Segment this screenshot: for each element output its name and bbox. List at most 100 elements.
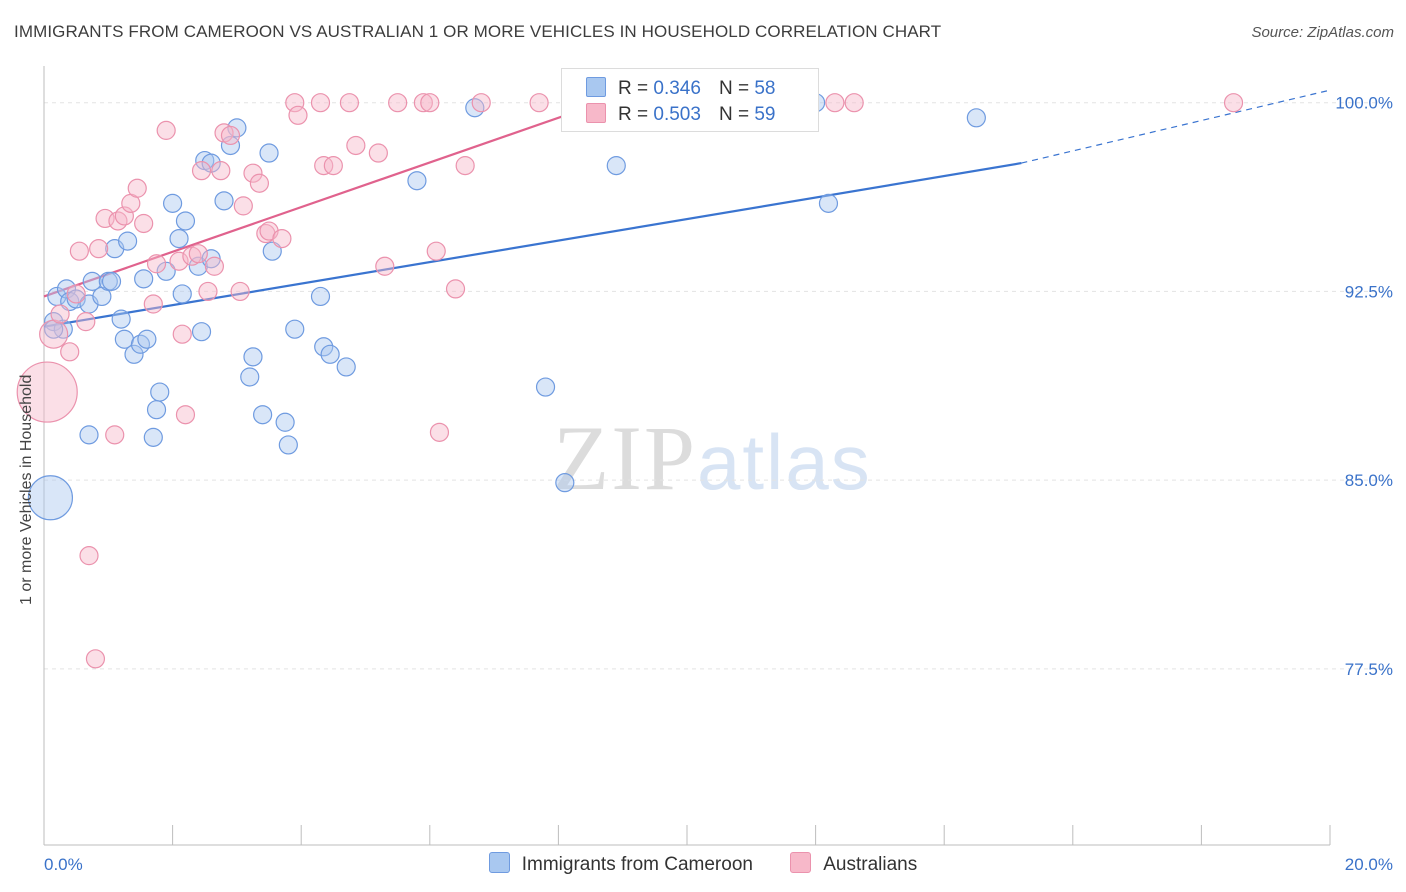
australians-point — [50, 304, 70, 324]
legend-item-australians[interactable]: Australians — [790, 852, 917, 876]
australians-point — [156, 120, 176, 140]
australians-point — [375, 256, 395, 276]
australians-point — [89, 239, 109, 259]
australians-point — [285, 93, 305, 113]
y-tick-label: 77.5% — [1345, 660, 1393, 679]
australians-point — [233, 196, 253, 216]
data-points — [16, 93, 1244, 669]
australians-point — [243, 163, 263, 183]
cameroon-point — [56, 279, 77, 299]
australians-point — [60, 342, 80, 362]
australians-point — [310, 93, 331, 113]
cameroon-point — [275, 412, 295, 432]
y-tick-label: 100.0% — [1335, 94, 1393, 113]
australians-point — [413, 93, 433, 113]
australians-point — [188, 244, 208, 264]
cameroon-point — [278, 435, 298, 455]
legend-swatch-cameroon — [488, 852, 510, 873]
x-tick-label-right: 20.0% — [1345, 855, 1393, 874]
australians-point — [455, 156, 475, 176]
cameroon-trend-line — [43, 162, 1022, 328]
legend-item-cameroon[interactable]: Immigrants from Cameroon — [488, 852, 753, 876]
y-tick-label: 85.0% — [1345, 471, 1393, 490]
australians-point — [66, 284, 86, 304]
cameroon-point — [214, 191, 234, 211]
watermark: ZIPatlas — [553, 407, 872, 509]
cameroon-point — [243, 347, 263, 367]
australians-point — [76, 312, 96, 332]
n-value: 59 — [754, 104, 776, 125]
r-label: R = — [618, 104, 649, 125]
y-axis-label: 1 or more Vehicles in Household — [18, 374, 35, 605]
cameroon-point — [44, 312, 64, 332]
australians-point — [127, 178, 147, 198]
cameroon-trend-extension — [1021, 89, 1331, 164]
cameroon-point — [535, 377, 556, 397]
cameroon-point — [169, 228, 189, 249]
australians-point — [191, 161, 212, 181]
cameroon-point — [117, 231, 138, 251]
australians-point — [169, 251, 189, 271]
cameroon-point — [101, 271, 122, 291]
australians-point — [134, 213, 154, 234]
legend-label-cameroon: Immigrants from Cameroon — [521, 854, 753, 875]
cameroon-point — [146, 400, 167, 420]
legend-swatch-cameroon — [586, 77, 606, 97]
australians-point — [79, 546, 99, 566]
cameroon-point — [201, 153, 221, 173]
legend-swatch-australians — [586, 103, 606, 123]
cameroon-point — [79, 425, 99, 445]
cameroon-point — [314, 337, 334, 357]
australians-point — [426, 241, 446, 261]
cameroon-point — [606, 156, 626, 176]
australians-point — [198, 281, 218, 302]
chart-title: IMMIGRANTS FROM CAMEROON VS AUSTRALIAN 1… — [14, 22, 942, 41]
trend-lines — [43, 89, 1331, 328]
cameroon-point — [175, 211, 196, 231]
cameroon-point — [124, 344, 144, 364]
australians-point — [288, 105, 308, 125]
r-label: R = — [618, 78, 649, 99]
cameroon-point — [27, 475, 74, 521]
cameroon-point — [220, 135, 241, 156]
australians-point — [108, 211, 128, 231]
australians-point — [230, 281, 250, 302]
australians-point — [85, 649, 106, 669]
cameroon-point — [240, 367, 260, 387]
legend-swatch-australians — [790, 852, 812, 873]
australians-point — [471, 93, 491, 113]
australians-point — [346, 135, 366, 156]
legend-row-australians: R = 0.503 N = 59 — [586, 103, 775, 126]
cameroon-point — [407, 171, 427, 191]
cameroon-point — [966, 108, 986, 128]
cameroon-point — [818, 193, 839, 213]
cameroon-point — [163, 193, 183, 213]
cameroon-point — [156, 261, 176, 281]
australians-trend-line — [43, 96, 617, 298]
australians-point — [445, 279, 466, 299]
cameroon-point — [111, 309, 131, 329]
n-label: N = — [718, 78, 750, 99]
cameroon-point — [259, 143, 279, 163]
cameroon-point — [134, 269, 154, 289]
n-label: N = — [718, 104, 750, 125]
australians-point — [105, 425, 125, 445]
australians-point — [1223, 93, 1244, 113]
australians-point — [249, 173, 270, 193]
australians-point — [339, 93, 360, 113]
series-legend: Immigrants from Cameroon Australians — [0, 852, 1406, 876]
n-value: 58 — [754, 78, 776, 99]
australians-point — [529, 93, 549, 113]
cameroon-point — [336, 357, 356, 377]
australians-point — [114, 206, 134, 226]
tick-labels: 100.0% 92.5% 85.0% 77.5% 0.0% 20.0% — [44, 94, 1393, 874]
australians-point — [175, 405, 196, 425]
source-label: Source: ZipAtlas.com — [1251, 24, 1394, 41]
cameroon-point — [66, 289, 86, 309]
australians-point — [69, 241, 89, 261]
cameroon-point — [285, 319, 305, 339]
australians-point — [388, 93, 408, 113]
australians-point — [211, 161, 231, 181]
x-tick-label-left: 0.0% — [44, 855, 83, 874]
